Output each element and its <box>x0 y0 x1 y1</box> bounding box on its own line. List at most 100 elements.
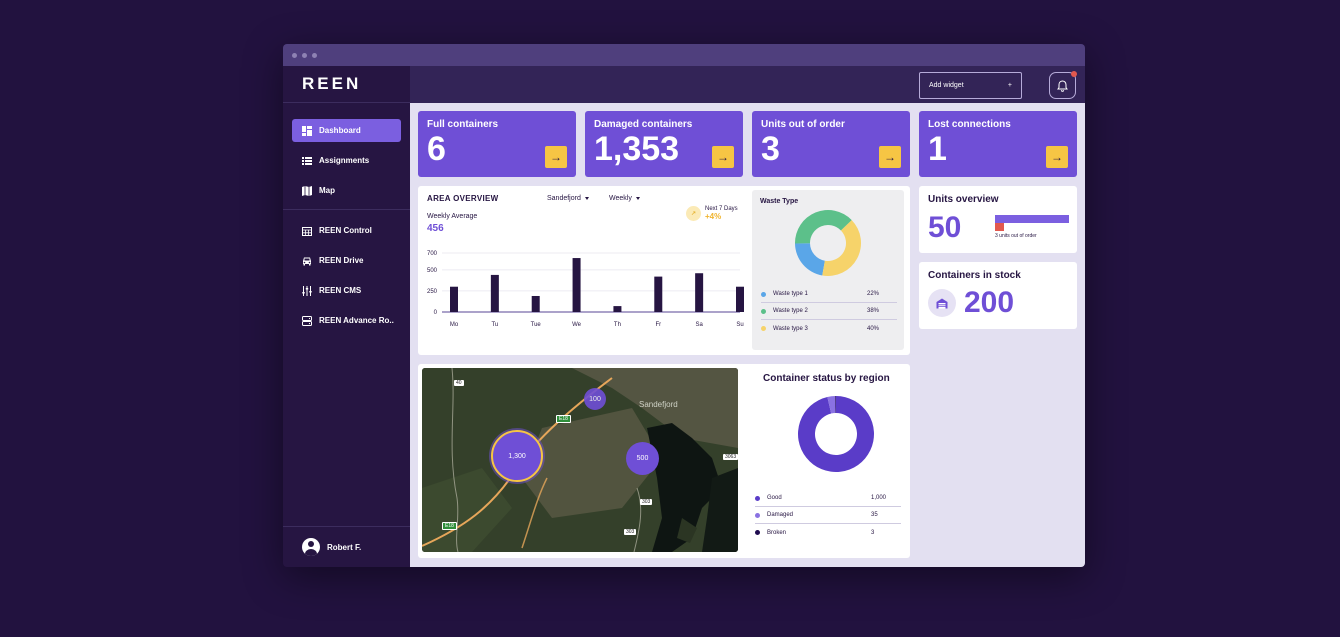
waste-type-title: Waste Type <box>760 198 799 205</box>
sidebar-item-label: Assignments <box>319 156 370 165</box>
arrow-right-icon[interactable]: → <box>545 146 567 168</box>
road-label: 303 <box>624 529 637 535</box>
x-tick-label: Fr <box>655 322 661 328</box>
notifications-button[interactable] <box>1049 71 1077 99</box>
legend-dot <box>755 530 760 535</box>
sidebar-item-map[interactable]: Map <box>292 179 401 202</box>
next-7-days-forecast: ↗ Next 7 Days +4% <box>686 206 738 221</box>
legend-dot <box>755 495 760 501</box>
sidebar-item-dashboard[interactable]: Dashboard <box>292 119 401 142</box>
map-cluster-marker[interactable]: 500 <box>626 442 659 475</box>
legend-value: 35 <box>871 512 878 518</box>
road-label: 40 <box>454 380 464 386</box>
containers-in-stock-card: Containers in stock 200 <box>919 262 1077 329</box>
x-tick-label: Sa <box>695 322 703 328</box>
legend-dot <box>761 326 766 331</box>
bar <box>736 286 744 312</box>
stat-label: Lost connections <box>928 119 1011 130</box>
road-label: E18 <box>442 522 457 530</box>
legend-item: Waste type 1 22% <box>761 286 897 303</box>
weekly-average-label: Weekly Average <box>427 213 478 220</box>
sidebar-item-label: REEN Control <box>319 226 372 235</box>
x-tick-label: Tue <box>531 322 542 328</box>
map-cluster-marker[interactable]: 1,300 <box>491 430 543 482</box>
legend-name: Waste type 2 <box>773 308 808 314</box>
arrow-right-icon[interactable]: → <box>712 146 734 168</box>
arrow-right-icon[interactable]: → <box>1046 146 1068 168</box>
arrow-right-icon[interactable]: → <box>879 146 901 168</box>
region-map[interactable]: 40 E18 303 3063 303 E18 Sandefjord 1,300… <box>422 368 738 552</box>
legend-name: Waste type 3 <box>773 325 808 332</box>
area-overview-card: AREA OVERVIEW Sandefjord Weekly Weekly A… <box>418 186 910 355</box>
stat-value: 3 <box>761 130 780 168</box>
app-window: REEN Dashboard Assignments Map <box>283 44 1085 567</box>
next-7-days-label: Next 7 Days <box>705 206 738 212</box>
sidebar-item-reen-cms[interactable]: REEN CMS <box>292 279 401 302</box>
sidebar-item-label: REEN Advance Ro.. <box>319 316 394 325</box>
y-tick-label: 700 <box>427 251 438 257</box>
sidebar-item-reen-control[interactable]: REEN Control <box>292 219 401 242</box>
map-cluster-marker[interactable]: 100 <box>584 388 606 410</box>
window-dot-maximize[interactable] <box>312 52 317 58</box>
stat-value: 1 <box>928 130 947 168</box>
add-widget-button[interactable]: Add widget + <box>919 72 1022 99</box>
window-titlebar <box>283 44 1085 66</box>
donut-slice <box>827 396 836 414</box>
location-dropdown[interactable]: Sandefjord <box>547 195 589 202</box>
legend-value: 40% <box>867 325 880 332</box>
legend-item: Good 1,000 <box>755 490 901 507</box>
legend-value: 1,000 <box>871 495 887 501</box>
stat-card-full-containers: Full containers 6 → <box>418 111 576 177</box>
x-tick-label: Mo <box>450 322 459 328</box>
stat-card-units-out-of-order: Units out of order 3 → <box>752 111 910 177</box>
donut-slice <box>795 243 825 276</box>
x-tick-label: Su <box>736 322 743 328</box>
bar <box>490 274 499 312</box>
units-out-of-order-note: 3 units out of order <box>995 233 1037 239</box>
sidebar-item-label: Dashboard <box>319 126 361 135</box>
legend-item: Waste type 3 40% <box>761 320 897 337</box>
notification-badge <box>1071 71 1077 77</box>
region-status-title: Container status by region <box>763 373 890 384</box>
legend-dot <box>761 308 766 314</box>
donut-slice <box>798 396 874 472</box>
sidebar-item-reen-advance[interactable]: REEN Advance Ro.. <box>292 309 401 332</box>
legend-value: 3 <box>871 529 875 536</box>
user-profile[interactable]: Robert F. <box>283 526 410 567</box>
waste-type-donut-chart <box>795 210 861 276</box>
x-tick-label: Th <box>614 322 621 328</box>
bar <box>613 306 622 312</box>
map-icon <box>302 185 312 196</box>
plus-icon: + <box>1007 82 1012 89</box>
donut-slice <box>822 220 861 276</box>
window-dot-close[interactable] <box>292 52 297 58</box>
y-tick-label: 500 <box>427 268 438 274</box>
legend-value: 38% <box>867 308 880 314</box>
window-dot-minimize[interactable] <box>302 52 307 58</box>
warehouse-icon <box>928 289 956 317</box>
donut-slice <box>835 396 836 414</box>
area-bar-chart: 0 250 500 700 Mo Tu Tue We Th Fr Sa Su <box>427 251 744 328</box>
bar <box>531 295 540 312</box>
units-overview-card: Units overview 50 3 units out of order <box>919 186 1077 253</box>
road-label: E18 <box>556 415 571 423</box>
units-out-of-order-bar <box>995 223 1004 231</box>
y-tick-label: 0 <box>434 310 438 316</box>
legend-dot <box>755 512 760 518</box>
sidebar-item-assignments[interactable]: Assignments <box>292 149 401 172</box>
sidebar-nav: Dashboard Assignments Map REEN Control <box>283 103 410 332</box>
next-7-days-value: +4% <box>705 212 722 221</box>
sidebar-item-label: REEN CMS <box>319 286 362 295</box>
units-overview-title: Units overview <box>928 194 999 205</box>
stat-card-damaged-containers: Damaged containers 1,353 → <box>585 111 743 177</box>
sidebar-item-reen-drive[interactable]: REEN Drive <box>292 249 401 272</box>
x-tick-label: We <box>572 322 582 328</box>
avatar <box>302 538 320 556</box>
location-dropdown-value: Sandefjord <box>547 195 581 202</box>
units-bar <box>995 215 1069 223</box>
period-dropdown[interactable]: Weekly <box>609 195 640 202</box>
legend-name: Waste type 1 <box>773 291 808 297</box>
add-widget-label: Add widget <box>929 82 964 89</box>
trend-icon: ↗ <box>686 206 701 221</box>
period-dropdown-value: Weekly <box>609 195 632 202</box>
